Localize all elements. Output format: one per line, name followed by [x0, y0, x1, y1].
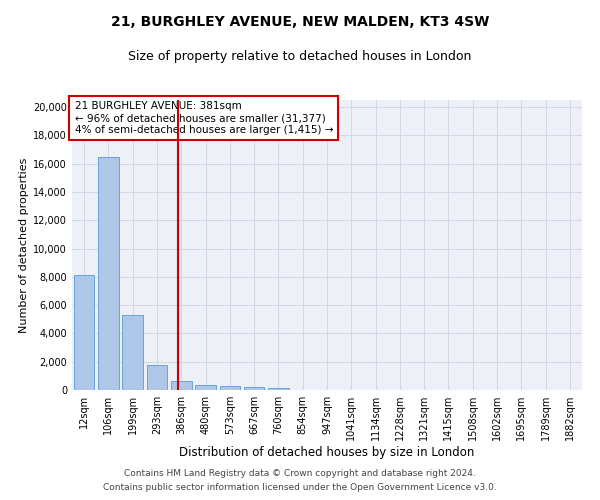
Text: Contains HM Land Registry data © Crown copyright and database right 2024.: Contains HM Land Registry data © Crown c…	[124, 468, 476, 477]
Text: 21 BURGHLEY AVENUE: 381sqm
← 96% of detached houses are smaller (31,377)
4% of s: 21 BURGHLEY AVENUE: 381sqm ← 96% of deta…	[74, 102, 333, 134]
Bar	[146, 365, 167, 390]
X-axis label: Distribution of detached houses by size in London: Distribution of detached houses by size …	[179, 446, 475, 459]
Bar	[220, 386, 240, 390]
Bar	[268, 388, 289, 390]
Bar	[98, 156, 119, 390]
Text: Contains public sector information licensed under the Open Government Licence v3: Contains public sector information licen…	[103, 484, 497, 492]
Bar	[244, 387, 265, 390]
Text: Size of property relative to detached houses in London: Size of property relative to detached ho…	[128, 50, 472, 63]
Bar	[74, 276, 94, 390]
Text: 21, BURGHLEY AVENUE, NEW MALDEN, KT3 4SW: 21, BURGHLEY AVENUE, NEW MALDEN, KT3 4SW	[111, 15, 489, 29]
Bar	[122, 315, 143, 390]
Y-axis label: Number of detached properties: Number of detached properties	[19, 158, 29, 332]
Bar	[171, 381, 191, 390]
Bar	[195, 385, 216, 390]
